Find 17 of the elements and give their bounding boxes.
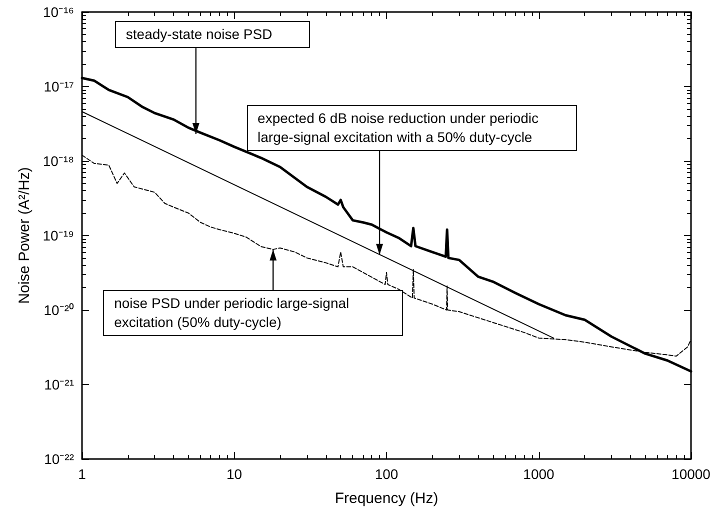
annotation: steady-state noise PSD (114, 21, 310, 48)
y-tick-label: 10⁻¹⁷ (44, 78, 74, 94)
y-tick-label: 10⁻¹⁹ (42, 228, 74, 244)
x-tick-label: 1000 (523, 466, 555, 482)
x-tick-label: 10000 (672, 466, 711, 482)
y-tick-label: 10⁻²⁰ (44, 302, 74, 318)
x-tick-label: 1 (78, 466, 86, 482)
y-axis-title: Noise Power (A²/Hz) (16, 167, 33, 304)
x-tick-label: 10 (226, 466, 242, 482)
annotation: noise PSD under periodic large-signal excitation (50% duty-cycle) (103, 290, 404, 336)
y-tick-label: 10⁻¹⁶ (43, 4, 74, 20)
y-tick-label: 10⁻²¹ (44, 376, 74, 392)
annotation: expected 6 dB noise reduction under periodic large-signal excitation with a 50% duty-cycle (246, 104, 577, 151)
x-axis-title: Frequency (Hz) (334, 490, 438, 507)
y-tick-label: 10⁻²² (44, 451, 74, 467)
y-tick-label: 10⁻¹⁸ (42, 153, 74, 169)
x-tick-label: 100 (374, 466, 398, 482)
